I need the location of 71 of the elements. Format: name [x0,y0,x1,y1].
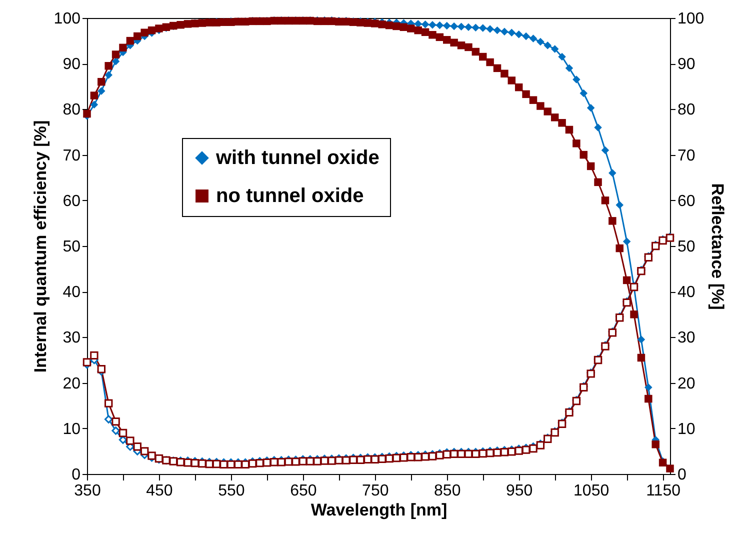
point [508,28,516,36]
legend-label: with tunnel oxide [215,147,380,169]
y2-tick-label: 100 [678,10,704,28]
x-tick-label: 350 [74,482,101,500]
y-tick-label: 80 [62,102,81,119]
point [450,22,458,30]
y-tick-label: 30 [62,330,81,347]
point [472,24,480,32]
point [608,169,616,177]
point [457,22,466,31]
y2-tick-label: 10 [678,420,696,438]
point [104,71,112,79]
y2-axis-title: Reflectance [%] [708,183,728,310]
y-tick-label: 20 [62,375,81,392]
x-tick-label: 1050 [574,482,610,500]
point [558,52,566,61]
point [486,25,494,33]
point [601,146,610,154]
point [522,32,530,40]
legend-label: no tunnel oxide [216,185,364,207]
point [514,30,523,38]
point [586,104,595,112]
point [622,238,631,246]
point [536,38,544,46]
point [580,89,588,98]
point [529,34,538,42]
y2-tick-label: 30 [678,330,696,347]
y2-tick-label: 20 [678,375,696,392]
x-axis-title: Wavelength [nm] [310,500,448,520]
y-tick-label: 40 [62,284,81,302]
point [550,45,559,53]
point [464,23,472,31]
y2-tick-label: 40 [678,284,696,302]
x-tick-label: 850 [434,482,461,500]
y2-tick-label: 80 [678,102,696,119]
y-tick-label: 90 [62,56,81,74]
point [90,100,98,109]
point [544,41,552,50]
y2-tick-label: 70 [678,147,696,164]
point [500,28,508,36]
y-axis-title: Internal quantum efficiency [%] [30,120,50,373]
y2-tick-label: 50 [678,238,696,256]
y-tick-label: 70 [62,147,81,164]
point [616,201,624,209]
point [644,383,652,392]
point [443,22,451,30]
x-tick-label: 550 [218,482,245,500]
y-tick-label: 100 [54,10,81,28]
point [493,26,502,34]
y2-tick-label: 60 [678,192,696,210]
x-tick-label: 1150 [646,482,681,500]
y-tick-label: 0 [72,466,81,484]
x-tick-label: 650 [290,482,317,500]
point [421,20,430,28]
y2-tick-label: 0 [678,466,686,484]
y-tick-label: 60 [62,192,81,210]
y-tick-label: 10 [62,420,81,438]
y-tick-label: 50 [62,238,81,256]
point [98,87,106,95]
x-tick-label: 750 [362,482,389,500]
point [572,76,580,84]
point [436,21,444,30]
point [637,336,646,344]
y2-tick-label: 90 [678,56,696,74]
point [478,24,487,32]
point [428,20,436,29]
point [112,57,120,66]
point [565,64,574,72]
x-tick-label: 950 [506,482,533,500]
x-tick-label: 450 [146,482,173,500]
point [594,124,602,132]
